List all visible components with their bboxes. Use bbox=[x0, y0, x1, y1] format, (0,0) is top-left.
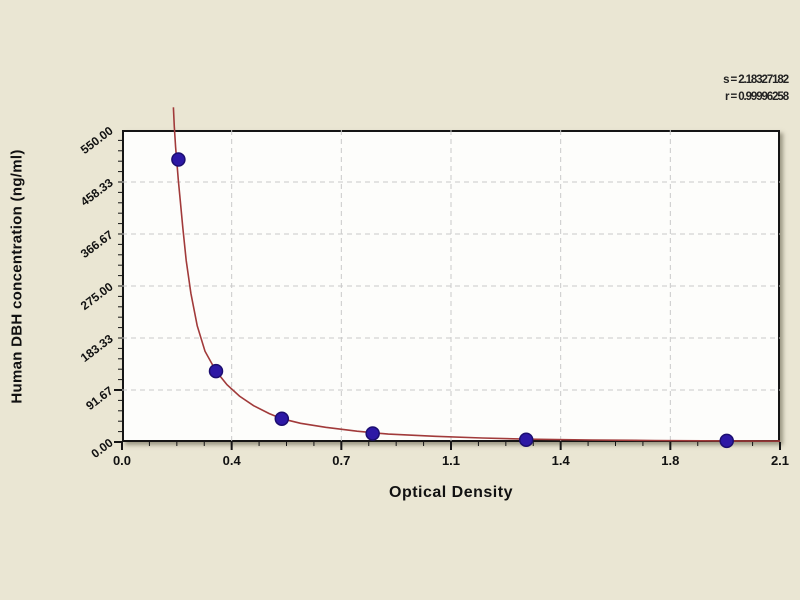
plot-area bbox=[122, 130, 780, 442]
fit-stat-r: r = 0.99996258 bbox=[725, 91, 789, 103]
x-tick-label: 1.1 bbox=[441, 453, 461, 468]
y-axis-title: Human DBH concentration (ng/ml) bbox=[8, 149, 26, 404]
x-tick-label: 1.4 bbox=[551, 453, 570, 468]
y-tick-label: 91.67 bbox=[83, 383, 116, 413]
fit-stat-s: s = 2.18327182 bbox=[723, 74, 789, 86]
x-tick-label: 0.7 bbox=[332, 453, 351, 468]
y-tick-label: 458.33 bbox=[77, 175, 116, 209]
x-tick-label: 1.8 bbox=[661, 453, 680, 468]
y-tick-label: 275.00 bbox=[77, 279, 116, 313]
x-tick-label: 0.4 bbox=[222, 453, 241, 468]
y-tick-label: 366.67 bbox=[77, 227, 116, 261]
curve-fit-stats: s = 2.18327182 r = 0.99996258 bbox=[723, 72, 789, 106]
y-tick-label: 550.00 bbox=[77, 123, 116, 157]
y-tick-label: 183.33 bbox=[77, 331, 116, 365]
x-tick-label: 2.1 bbox=[770, 453, 790, 468]
x-axis-title: Optical Density bbox=[389, 484, 513, 501]
x-tick-label: 0.0 bbox=[112, 453, 132, 468]
